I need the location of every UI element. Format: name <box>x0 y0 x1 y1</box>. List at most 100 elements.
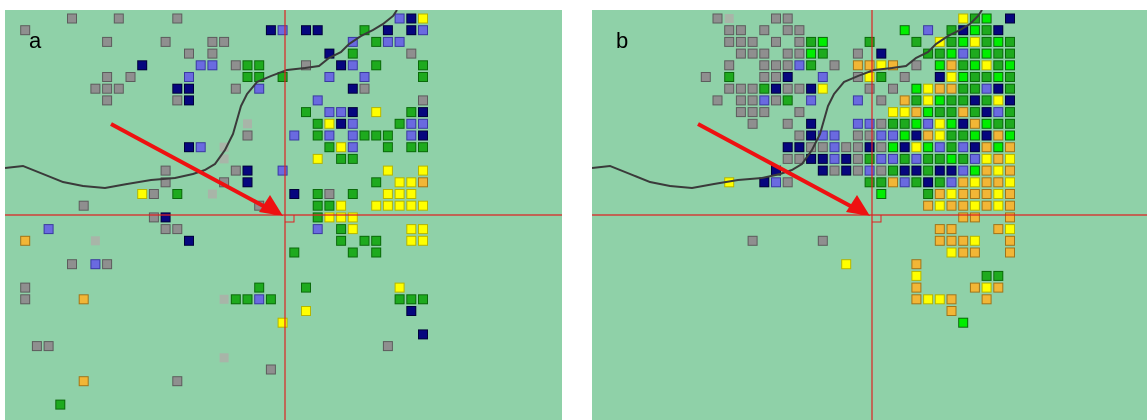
grid-cell <box>817 36 828 47</box>
grid-cell <box>864 130 875 141</box>
grid-cell <box>864 118 875 129</box>
grid-cell <box>277 317 288 328</box>
grid-cell <box>336 153 347 164</box>
grid-cell <box>324 130 335 141</box>
grid-cell <box>78 294 89 305</box>
grid-cell <box>864 177 875 188</box>
grid-cell <box>911 282 922 293</box>
grid-cell <box>418 107 428 118</box>
grid-cell <box>911 107 922 118</box>
grid-cell <box>852 153 863 164</box>
grid-cell <box>312 200 323 211</box>
grid-cell <box>946 306 957 316</box>
grid-cell <box>230 83 241 94</box>
grid-cell <box>1005 72 1015 82</box>
grid-cell <box>382 189 393 199</box>
grid-cell <box>359 235 370 246</box>
grid-cell <box>195 142 206 153</box>
grid-cell <box>301 25 311 36</box>
grid-cell <box>946 95 957 106</box>
faded-cell <box>219 294 229 304</box>
faded-cell <box>243 119 252 129</box>
grid-cell <box>981 72 992 82</box>
grid-cell <box>148 212 159 223</box>
grid-cell <box>969 95 980 106</box>
grid-cell <box>876 130 887 141</box>
grid-cell <box>864 142 875 153</box>
grid-cell <box>242 72 253 82</box>
grid-cell <box>946 107 957 118</box>
grid-cell <box>969 235 980 246</box>
grid-cell <box>969 212 980 223</box>
grid-cell <box>841 153 852 164</box>
grid-cell <box>371 235 382 246</box>
grid-cell <box>394 294 405 305</box>
grid-cell <box>137 60 148 71</box>
grid-cell <box>336 107 347 118</box>
grid-cell <box>911 95 922 106</box>
grid-cell <box>782 95 793 106</box>
grid-cell <box>418 130 428 141</box>
grid-cell <box>946 118 957 129</box>
grid-cell <box>394 177 405 188</box>
grid-cell <box>993 48 1004 59</box>
grid-cell <box>724 36 735 47</box>
grid-cell <box>771 13 781 24</box>
grid-cell <box>981 177 992 188</box>
grid-cell <box>67 259 77 270</box>
grid-cell <box>735 48 746 59</box>
grid-cell <box>946 200 957 211</box>
panel-label-a: a <box>29 28 42 53</box>
grid-cell <box>113 13 124 24</box>
grid-cell <box>747 36 758 47</box>
grid-cell <box>418 25 428 36</box>
grid-cell <box>406 142 417 153</box>
grid-cell <box>1005 200 1015 211</box>
grid-cell <box>981 60 992 71</box>
grid-cell <box>969 142 980 153</box>
map-panel-b: b <box>592 10 1147 420</box>
grid-cell <box>20 235 31 246</box>
grid-cell <box>864 60 875 71</box>
grid-cell <box>277 25 288 36</box>
grid-cell <box>242 177 253 188</box>
grid-cell <box>876 177 887 188</box>
grid-cell <box>993 107 1004 118</box>
grid-cell <box>969 165 980 176</box>
grid-cell <box>254 60 265 71</box>
grid-cell <box>1005 48 1015 59</box>
grid-cell <box>934 72 945 82</box>
grid-cell <box>113 83 124 94</box>
grid-cell <box>301 107 311 118</box>
grid-cell <box>876 189 887 199</box>
grid-cell <box>981 200 992 211</box>
grid-cell <box>946 177 957 188</box>
grid-cell <box>759 83 770 94</box>
grid-cell <box>911 165 922 176</box>
grid-cell <box>946 60 957 71</box>
grid-cell <box>864 83 875 94</box>
grid-cell <box>806 48 817 59</box>
grid-cell <box>759 48 770 59</box>
grid-cell <box>759 107 770 118</box>
grid-cell <box>993 60 1004 71</box>
grid-cell <box>817 153 828 164</box>
grid-cell <box>312 212 323 223</box>
grid-cell <box>289 247 300 258</box>
grid-cell <box>888 60 898 71</box>
grid-cell <box>794 130 805 141</box>
grid-cell <box>312 224 323 235</box>
grid-cell <box>336 60 347 71</box>
grid-cell <box>254 83 265 94</box>
grid-cell <box>829 165 840 176</box>
grid-cell <box>1005 153 1015 164</box>
grid-cell <box>759 95 770 106</box>
faded-cell <box>219 353 229 363</box>
grid-cell <box>841 259 852 270</box>
grid-cell <box>958 317 969 328</box>
grid-cell <box>993 270 1004 281</box>
grid-cell <box>782 153 793 164</box>
grid-cell <box>888 118 898 129</box>
grid-cell <box>852 60 863 71</box>
grid-cell <box>993 142 1004 153</box>
